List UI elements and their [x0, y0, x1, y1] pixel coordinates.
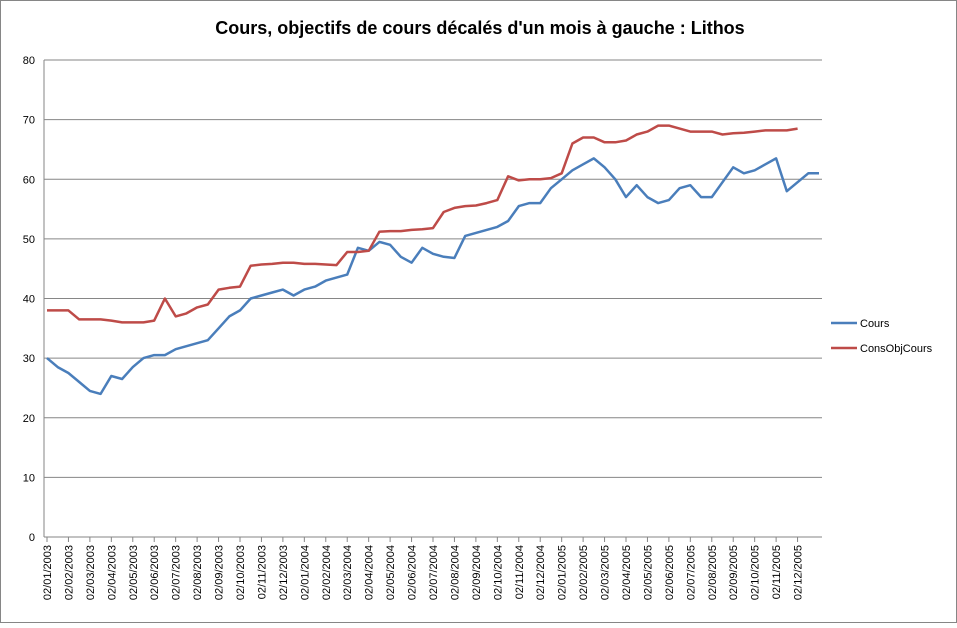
x-tick-label: 02/07/2005 — [685, 545, 697, 600]
x-tick-label: 02/06/2003 — [149, 545, 161, 600]
chart-title: Cours, objectifs de cours décalés d'un m… — [215, 18, 744, 38]
x-tick-label: 02/10/2004 — [492, 545, 504, 600]
y-tick-label: 80 — [23, 55, 35, 67]
legend-label: ConsObjCours — [860, 343, 933, 355]
x-tick-label: 02/04/2005 — [621, 545, 633, 600]
y-tick-label: 10 — [23, 472, 35, 484]
x-tick-label: 02/01/2004 — [299, 545, 311, 600]
x-tick-label: 02/06/2004 — [407, 545, 419, 600]
x-tick-label: 02/11/2003 — [256, 545, 268, 599]
x-tick-label: 02/03/2005 — [600, 545, 612, 600]
y-tick-label: 30 — [23, 353, 35, 365]
legend-label: Cours — [860, 318, 890, 330]
x-tick-label: 02/02/2003 — [63, 545, 75, 600]
y-tick-label: 70 — [23, 115, 35, 127]
x-tick-label: 02/08/2003 — [192, 545, 204, 600]
x-tick-label: 02/05/2004 — [385, 545, 397, 600]
x-tick-label: 02/07/2004 — [428, 545, 440, 600]
x-tick-label: 02/08/2004 — [449, 545, 461, 600]
x-tick-label: 02/12/2004 — [535, 545, 547, 600]
y-tick-label: 20 — [23, 413, 35, 425]
x-tick-label: 02/10/2003 — [235, 545, 247, 600]
x-tick-label: 02/03/2003 — [85, 545, 97, 600]
x-tick-label: 02/09/2005 — [728, 545, 740, 600]
x-tick-label: 02/10/2005 — [750, 545, 762, 600]
y-tick-label: 60 — [23, 174, 35, 186]
x-tick-label: 02/09/2003 — [214, 545, 226, 600]
x-tick-label: 02/09/2004 — [471, 545, 483, 600]
x-tick-label: 02/07/2003 — [171, 545, 183, 600]
x-tick-label: 02/08/2005 — [707, 545, 719, 600]
x-tick-label: 02/12/2005 — [793, 545, 805, 600]
x-tick-label: 02/01/2005 — [557, 545, 569, 600]
x-tick-label: 02/03/2004 — [342, 545, 354, 600]
x-tick-label: 02/04/2004 — [364, 545, 376, 600]
x-tick-label: 02/02/2005 — [578, 545, 590, 600]
y-tick-label: 50 — [23, 234, 35, 246]
y-tick-label: 40 — [23, 294, 35, 306]
x-tick-label: 02/11/2005 — [771, 545, 783, 599]
x-tick-label: 02/01/2003 — [42, 545, 54, 600]
x-tick-label: 02/05/2003 — [128, 545, 140, 600]
x-tick-label: 02/12/2003 — [278, 545, 290, 600]
series-line — [46, 157, 819, 396]
y-tick-label: 0 — [29, 532, 35, 544]
x-tick-label: 02/05/2005 — [642, 545, 654, 600]
series-line — [47, 124, 798, 324]
x-tick-label: 02/11/2004 — [514, 545, 526, 599]
x-tick-label: 02/06/2005 — [664, 545, 676, 600]
x-tick-label: 02/02/2004 — [321, 545, 333, 600]
x-tick-label: 02/04/2003 — [106, 545, 118, 600]
